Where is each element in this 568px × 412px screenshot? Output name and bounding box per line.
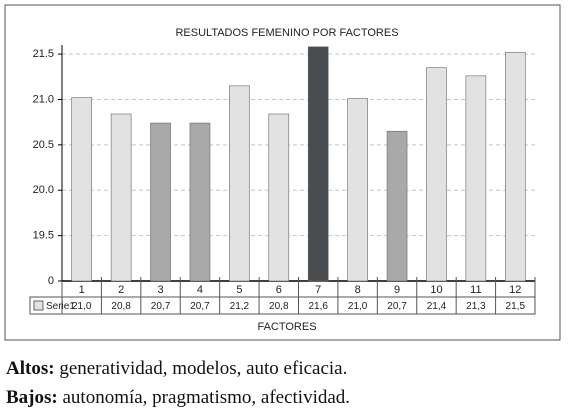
x-tick-label: 3 (157, 284, 163, 296)
bar (150, 122, 171, 282)
y-tick-label: 21.0 (33, 93, 54, 105)
chart: RESULTADOS FEMENINO POR FACTORES FACTORE… (4, 4, 561, 341)
bar (504, 51, 526, 282)
x-tick-label: 5 (236, 284, 242, 296)
y-tick-label: 0 (48, 275, 54, 287)
y-tick-label: 19.5 (33, 230, 54, 242)
y-tick-label: 21.5 (33, 48, 54, 60)
x-tick-label: 12 (509, 284, 521, 296)
data-label: 21,0 (348, 301, 368, 312)
bar (189, 122, 211, 282)
y-tick-label: 20.0 (33, 184, 54, 196)
data-label: 20,7 (190, 301, 210, 312)
data-label: 21,4 (427, 301, 447, 312)
x-tick-label: 8 (355, 284, 361, 296)
legend-swatch (33, 300, 44, 311)
data-label: 20,8 (111, 301, 131, 312)
bar (110, 113, 132, 282)
notes: Altos: generatividad, modelos, auto efic… (6, 354, 350, 412)
legend-label: Serie1 (46, 301, 75, 312)
data-label: 21,6 (308, 301, 328, 312)
bar (347, 98, 368, 282)
data-label: 20,8 (269, 301, 289, 312)
x-tick-label: 11 (470, 284, 481, 296)
chart-title: RESULTADOS FEMENINO POR FACTORES (175, 27, 398, 39)
data-label: 21,2 (230, 301, 250, 312)
note-label: Bajos: (6, 387, 58, 408)
data-label: 20,7 (151, 301, 171, 312)
note-label: Altos: (6, 358, 55, 379)
data-label: 21,3 (466, 301, 486, 312)
data-label: 21,5 (506, 301, 526, 312)
note-text: autonomía, pragmatismo, afectividad. (62, 387, 351, 408)
y-tick-label: 20.5 (33, 139, 54, 151)
note: Altos: generatividad, modelos, auto efic… (6, 354, 350, 383)
bar (71, 97, 93, 282)
x-tick-label: 2 (118, 284, 124, 296)
x-tick-label: 4 (197, 284, 203, 296)
data-label: 20,7 (387, 301, 407, 312)
x-tick-label: 1 (79, 284, 85, 296)
x-tick-label: 6 (276, 284, 282, 296)
data-label: 21,0 (72, 301, 92, 312)
x-tick-label: 10 (430, 284, 442, 296)
note-text: generatividad, modelos, auto eficacia. (59, 358, 348, 379)
bar (386, 130, 408, 282)
x-tick-label: 7 (315, 284, 321, 296)
note: Bajos: autonomía, pragmatismo, afectivid… (6, 383, 350, 412)
bar (268, 113, 290, 282)
bar (229, 85, 250, 282)
bar (307, 46, 329, 282)
x-axis-title: FACTORES (257, 321, 316, 333)
bar (465, 75, 487, 282)
x-tick-label: 9 (394, 284, 400, 296)
bar (426, 67, 447, 282)
